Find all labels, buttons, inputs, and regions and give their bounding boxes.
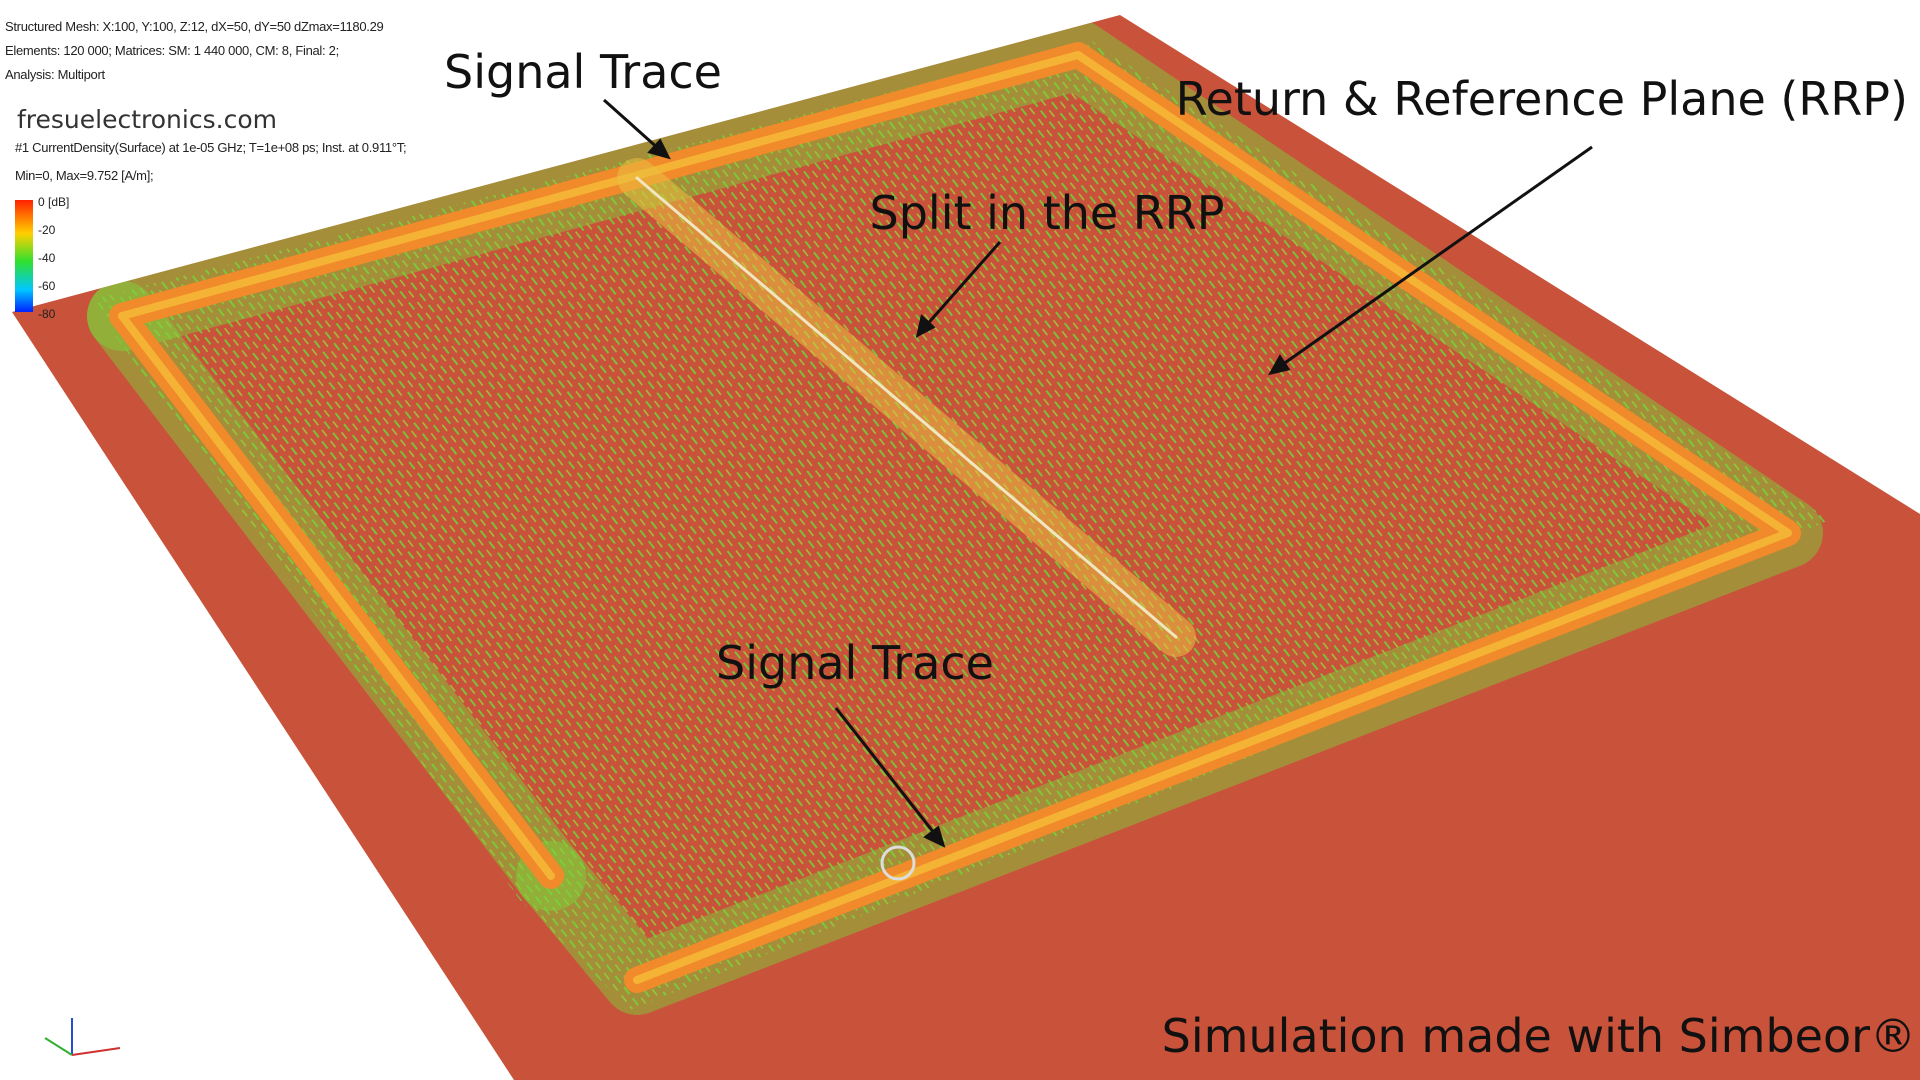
- info-panel: Structured Mesh: X:100, Y:100, Z:12, dX=…: [5, 19, 407, 183]
- plane: [12, 15, 1920, 1080]
- annotation: Signal Trace: [716, 636, 994, 690]
- arrow: [603, 98, 661, 152]
- arrow-head: [915, 314, 936, 338]
- legend-label: -20: [38, 223, 56, 237]
- arrow-head: [1268, 354, 1291, 376]
- arrow: [922, 241, 1002, 329]
- arrow: [1278, 145, 1593, 369]
- legend-label: -80: [38, 307, 56, 321]
- watermark: fresuelectronics.com: [17, 105, 277, 134]
- color-bar: [15, 200, 33, 312]
- arrows: [603, 98, 1593, 848]
- annotations: Signal Trace Return & Reference Plane (R…: [444, 45, 1916, 1063]
- info-line: Structured Mesh: X:100, Y:100, Z:12, dX=…: [5, 19, 384, 34]
- result-line: Min=0, Max=9.752 [A/m];: [15, 168, 153, 183]
- axis-triad: [44, 1018, 121, 1056]
- color-legend: 0 [dB] -20 -40 -60 -80: [15, 195, 69, 321]
- arrow: [834, 707, 940, 839]
- legend-label: 0 [dB]: [38, 195, 69, 209]
- credit: Simulation made with Simbeor®: [1162, 1009, 1916, 1063]
- result-line: #1 CurrentDensity(Surface) at 1e-05 GHz;…: [15, 140, 406, 155]
- arrow-head: [647, 138, 671, 160]
- annotation: Return & Reference Plane (RRP): [1176, 72, 1908, 126]
- annotation: Split in the RRP: [870, 186, 1225, 240]
- info-line: Elements: 120 000; Matrices: SM: 1 440 0…: [5, 43, 339, 58]
- legend-label: -60: [38, 279, 56, 293]
- info-line: Analysis: Multiport: [5, 67, 105, 82]
- annotation: Signal Trace: [444, 45, 722, 99]
- arrow-head: [923, 825, 946, 848]
- legend-label: -40: [38, 251, 56, 265]
- cursor-marker: [880, 845, 916, 881]
